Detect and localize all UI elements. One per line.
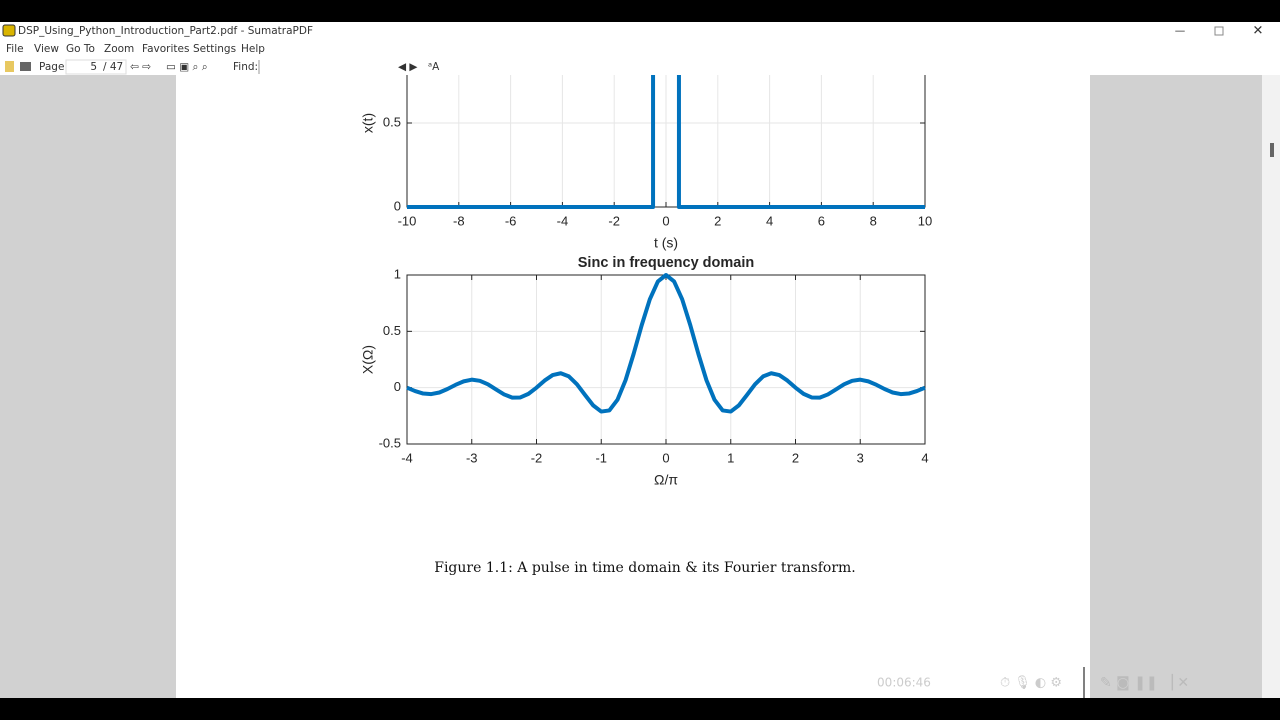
page-value: 5 [90, 61, 97, 73]
x-tick-label: 0 [662, 450, 669, 465]
find-label: Find: [233, 61, 258, 73]
data-line [406, 273, 926, 414]
x-tick-label: -10 [398, 213, 417, 228]
zoom-buttons[interactable]: ▭ ▣ ⌕ ⌕ [166, 61, 208, 73]
menu-item[interactable]: Zoom [104, 43, 134, 55]
y-tick-label: 0 [394, 198, 401, 213]
recorder-tools[interactable]: ✎ ◙ ❚❚ ▕ ✕ [1100, 673, 1189, 691]
page-total: / 47 [103, 61, 123, 73]
menu-item[interactable]: Help [241, 43, 265, 55]
figure-caption: Figure 1.1: A pulse in time domain & its… [434, 560, 856, 576]
data-line [407, 75, 925, 209]
x-axis-label: t (s) [654, 235, 678, 251]
scrollbar-thumb[interactable] [1270, 143, 1274, 157]
y-tick-label: 1 [394, 266, 401, 281]
plot-frame [406, 75, 926, 208]
x-tick-label: -4 [401, 450, 413, 465]
y-tick-label: 0.5 [383, 323, 401, 338]
page-label: Page: [39, 61, 68, 73]
scrollbar [1262, 75, 1280, 698]
x-tick-label: 1 [727, 450, 734, 465]
recorder-controls[interactable]: ⏱ 🎙 ◐ ⚙ [1000, 675, 1062, 691]
nav-buttons[interactable]: ⇦ ⇨ [130, 61, 151, 73]
chart-title: Sinc in frequency domain [578, 255, 754, 271]
menu-item[interactable]: Go To [66, 43, 95, 55]
app-icon [2, 24, 16, 37]
minimize-button[interactable]: — [1175, 25, 1186, 37]
page-input[interactable] [65, 59, 127, 75]
x-tick-label: 8 [870, 213, 877, 228]
x-tick-label: 0 [662, 213, 669, 228]
window-chrome [0, 22, 1280, 75]
x-tick-label: -2 [608, 213, 620, 228]
y-axis-label: X(Ω) [360, 345, 376, 374]
menu-item[interactable]: View [34, 43, 59, 55]
x-tick-label: -8 [453, 213, 465, 228]
x-tick-label: -2 [531, 450, 543, 465]
y-tick-label: 0 [394, 379, 401, 394]
maximize-button[interactable] [1214, 26, 1224, 36]
y-tick-label: -0.5 [379, 435, 401, 450]
print-icon[interactable] [20, 62, 31, 71]
menu-item[interactable]: File [6, 43, 24, 55]
x-tick-label: 4 [766, 213, 773, 228]
x-tick-label: -1 [595, 450, 607, 465]
find-nav[interactable]: ◀ ▶ [398, 61, 418, 73]
open-icon[interactable] [5, 61, 14, 72]
window-title: DSP_Using_Python_Introduction_Part2.pdf … [18, 25, 313, 37]
menu-item[interactable]: Favorites [142, 43, 189, 55]
y-axis-label: x(t) [360, 113, 376, 133]
match-case[interactable]: ᵃA [428, 61, 440, 73]
x-tick-label: -6 [505, 213, 517, 228]
x-tick-label: 10 [918, 213, 932, 228]
x-tick-label: 4 [921, 450, 928, 465]
recorder-time: 00:06:46 [877, 676, 931, 690]
y-tick-label: 0.5 [383, 114, 401, 129]
x-axis-label: Ω/π [654, 472, 678, 488]
menu-item[interactable]: Settings [193, 43, 236, 55]
bottom-bar [0, 698, 1280, 720]
x-tick-label: 3 [857, 450, 864, 465]
x-tick-label: 2 [792, 450, 799, 465]
menu-bar: File View Go To Zoom Favorites Settings Help [6, 43, 265, 55]
x-tick-label: 2 [714, 213, 721, 228]
top-bar [0, 0, 1280, 22]
pdf-page [176, 75, 1090, 698]
x-tick-label: -4 [557, 213, 569, 228]
close-button[interactable]: ✕ [1253, 24, 1264, 39]
x-tick-label: -3 [466, 450, 478, 465]
x-tick-label: 6 [818, 213, 825, 228]
